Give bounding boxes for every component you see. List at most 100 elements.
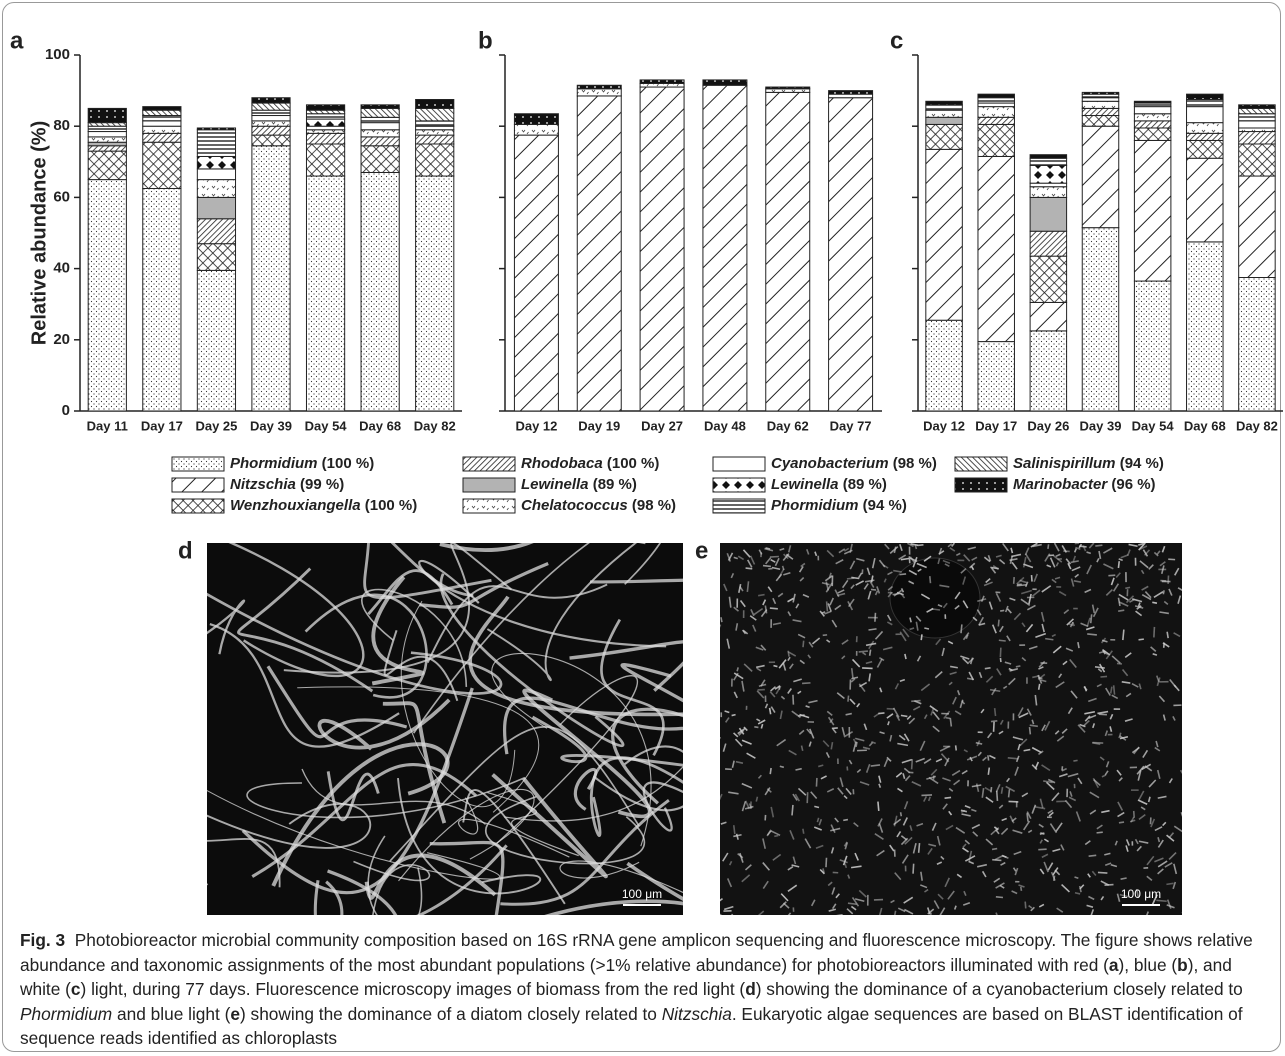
panel-label: a [10, 27, 24, 54]
bar-segment [88, 142, 126, 146]
legend-swatch [172, 499, 224, 513]
diatom [1097, 832, 1103, 833]
diatom [956, 745, 957, 750]
bar-segment [1134, 121, 1171, 128]
bar-segment [1030, 187, 1067, 198]
diatom [985, 668, 991, 669]
bar-segment [88, 123, 126, 127]
diatom [921, 795, 932, 796]
bar-segment [1134, 101, 1171, 103]
bar-segment [1030, 197, 1067, 231]
bar-segment [1239, 121, 1276, 128]
legend-label: Cyanobacterium (98 %) [771, 455, 937, 472]
diatom [802, 683, 810, 684]
caption-text: ) light, during 77 days. Fluorescence mi… [81, 979, 746, 999]
diatom [746, 568, 753, 569]
bar-segment [306, 130, 344, 134]
x-tick-label: Day 39 [250, 418, 292, 433]
bar-segment [416, 130, 454, 135]
bar-segment [703, 80, 747, 85]
diatom [848, 903, 857, 904]
diatom [770, 608, 778, 609]
bar-segment [926, 124, 963, 149]
diatom [1000, 610, 1004, 611]
diatom [930, 913, 931, 919]
diatom [961, 624, 962, 633]
diatom [1108, 575, 1115, 576]
diatom [875, 613, 876, 622]
x-tick-label: Day 82 [1236, 418, 1278, 433]
bar-segment [514, 124, 558, 135]
x-tick-label: Day 12 [923, 418, 965, 433]
bar-segment [1082, 101, 1119, 108]
diatom [997, 791, 998, 801]
bar-segment [1082, 228, 1119, 411]
bar-segment [252, 116, 290, 121]
diatom [766, 548, 771, 549]
diatom [1119, 822, 1124, 823]
x-tick-label: Day 26 [1027, 418, 1069, 433]
caption-text: Fig. 3 [20, 930, 65, 950]
diatom [1118, 610, 1124, 611]
bar-segment [197, 244, 235, 271]
diatom [991, 787, 992, 792]
caption-text: and blue light ( [112, 1004, 230, 1024]
bar-segment [361, 172, 399, 411]
bar-segment [416, 108, 454, 120]
bar-segment [1030, 155, 1067, 159]
caption-text: Phormidium [20, 1004, 112, 1024]
diatom [1125, 587, 1130, 588]
bar-segment [926, 101, 963, 105]
legend-label: Phormidium (94 %) [771, 497, 907, 514]
bar-segment [1239, 144, 1276, 176]
diatom [1038, 849, 1046, 850]
bar-segment [197, 156, 235, 168]
diatom [1104, 885, 1113, 886]
caption-text: b [1177, 955, 1188, 975]
diatom [905, 654, 906, 659]
diatom [912, 759, 913, 769]
diatom [737, 667, 738, 671]
legend-label: Nitzschia (99 %) [230, 476, 344, 493]
caption-text: d [745, 979, 756, 999]
bar-segment [306, 105, 344, 110]
bar-segment [703, 85, 747, 411]
x-tick-label: Day 39 [1080, 418, 1122, 433]
x-tick-label: Day 54 [305, 418, 348, 433]
caption-text: ) showing the dominance of a diatom clos… [240, 1004, 662, 1024]
diatom [1139, 639, 1144, 640]
diatom [814, 806, 819, 807]
bar-segment [88, 151, 126, 179]
x-tick-label: Day 48 [704, 418, 746, 433]
diatom [870, 650, 871, 656]
bar-segment [1082, 108, 1119, 115]
legend-swatch [463, 499, 515, 513]
bar-segment [978, 156, 1015, 341]
diatom [803, 829, 804, 834]
bar-segment [1134, 114, 1171, 121]
diatom [1030, 725, 1038, 726]
diatom [878, 713, 884, 714]
caption-text: a [1109, 955, 1119, 975]
bar-segment [1134, 128, 1171, 140]
bar-segment [143, 133, 181, 142]
diatom [998, 620, 999, 627]
bar-segment [306, 133, 344, 144]
bar-segment [978, 98, 1015, 103]
caption-text: Nitzschia [662, 1004, 732, 1024]
bar-segment [252, 126, 290, 135]
bar-segment [978, 117, 1015, 124]
bar-segment [252, 103, 290, 110]
x-tick-label: Day 25 [195, 418, 237, 433]
bar-segment [978, 103, 1015, 107]
scale-bar-label: 100 μm [1121, 887, 1161, 901]
diatom [988, 755, 989, 760]
figure: aRelative abundance (%)020406080100Day 1… [0, 0, 1285, 925]
diatom [827, 601, 828, 611]
diatom [1182, 912, 1188, 916]
diatom [913, 864, 914, 874]
bar-segment [1030, 331, 1067, 411]
bar-segment [1187, 94, 1224, 99]
diatom [803, 641, 804, 647]
x-tick-label: Day 17 [141, 418, 183, 433]
